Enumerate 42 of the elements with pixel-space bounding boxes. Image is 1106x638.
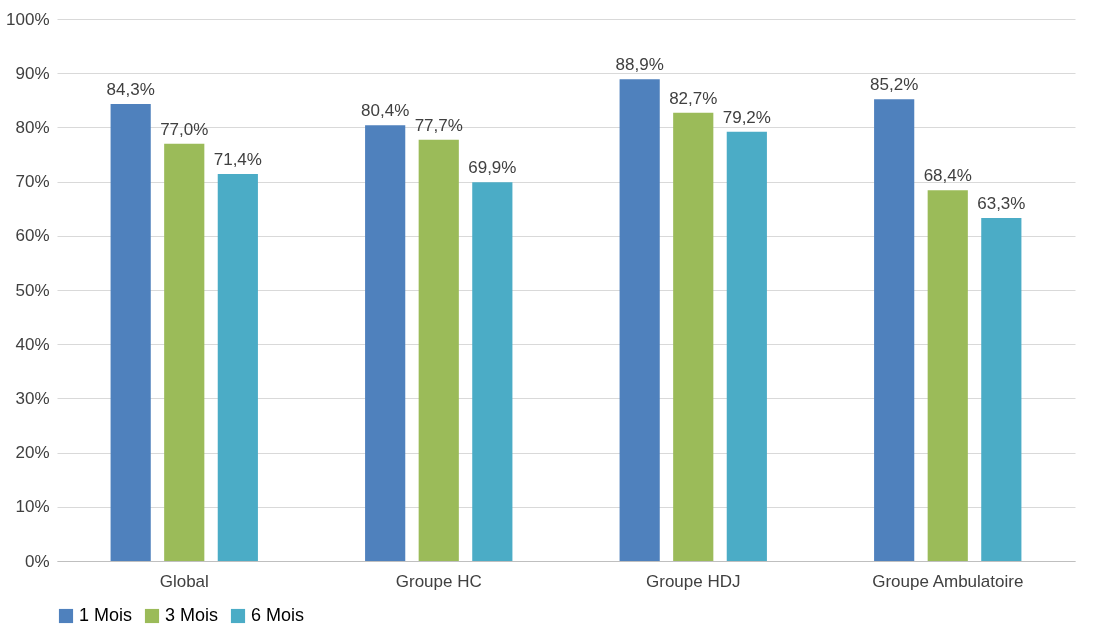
data-label: 88,9% (615, 55, 664, 75)
y-tick-label: 40% (15, 334, 50, 354)
data-label: 69,9% (468, 158, 517, 178)
y-tick-label: 70% (15, 172, 50, 192)
y-tick-label: 0% (24, 551, 50, 571)
legend-label: 1 Mois (79, 605, 133, 625)
x-tick-label: Groupe Ambulatoire (872, 571, 1024, 591)
bar (726, 131, 767, 561)
bar (217, 174, 258, 561)
bar (365, 125, 406, 561)
bar (110, 104, 151, 561)
data-label: 84,3% (106, 80, 155, 100)
bar (874, 99, 915, 561)
bar (418, 139, 459, 561)
y-tick-label: 90% (15, 63, 50, 83)
data-label: 79,2% (722, 107, 771, 127)
data-label: 71,4% (213, 150, 262, 170)
legend-label: 3 Mois (165, 605, 219, 625)
bar (981, 217, 1022, 561)
y-tick-label: 30% (15, 388, 50, 408)
data-label: 77,0% (160, 119, 209, 139)
bar (619, 79, 660, 561)
data-label: 82,7% (669, 88, 718, 108)
legend-label: 6 Mois (251, 605, 305, 625)
y-tick-label: 50% (15, 280, 50, 300)
y-tick-label: 100% (6, 9, 50, 29)
data-label: 68,4% (923, 166, 972, 186)
data-label: 80,4% (361, 101, 410, 121)
bar (927, 190, 968, 561)
x-tick-label: Groupe HDJ (646, 571, 741, 591)
bar (472, 182, 513, 561)
y-tick-label: 10% (15, 497, 50, 517)
y-tick-label: 60% (15, 226, 50, 246)
bar (673, 112, 714, 561)
data-label: 85,2% (870, 75, 919, 95)
y-tick-label: 20% (15, 443, 50, 463)
x-tick-label: Groupe HC (395, 571, 482, 591)
bar (164, 143, 205, 561)
data-label: 63,3% (977, 193, 1026, 213)
data-label: 77,7% (414, 115, 463, 135)
y-tick-label: 80% (15, 117, 50, 137)
x-tick-label: Global (159, 571, 209, 591)
